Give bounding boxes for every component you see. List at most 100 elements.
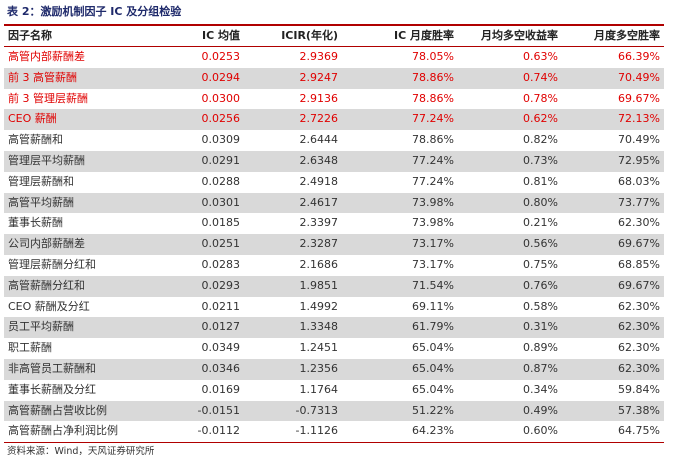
cell-factor-name: 前 3 高管薪酬 [8, 70, 77, 84]
cell-ic-mean: 0.0293 [201, 278, 241, 292]
cell-ic-mean: -0.0151 [197, 403, 240, 417]
table-row: 高管薪酬分红和 0.0293 1.9851 71.54% 0.76% 69.67% [4, 275, 664, 297]
cell-factor-name: 高管薪酬分红和 [8, 278, 85, 292]
cell-long-short-return: 0.49% [523, 403, 558, 417]
cell-long-short-win-rate: 62.30% [618, 320, 660, 334]
header-long-short-return: 月均多空收益率 [481, 29, 558, 42]
cell-ic-mean: 0.0309 [201, 133, 241, 147]
cell-long-short-win-rate: 62.30% [618, 216, 660, 230]
cell-factor-name: 非高管员工薪酬和 [8, 361, 96, 375]
cell-factor-name: 管理层薪酬和 [8, 174, 74, 188]
cell-icir: -1.1126 [295, 424, 338, 438]
cell-icir: 2.9136 [299, 91, 339, 105]
cell-long-short-return: 0.63% [523, 50, 558, 63]
cell-long-short-return: 0.34% [523, 382, 558, 396]
cell-icir: 2.1686 [299, 257, 339, 271]
cell-factor-name: 员工平均薪酬 [8, 320, 74, 334]
cell-long-short-return: 0.56% [523, 237, 558, 251]
cell-factor-name: 高管薪酬和 [8, 133, 63, 147]
cell-ic-mean: 0.0256 [201, 112, 241, 126]
cell-long-short-win-rate: 62.30% [618, 341, 660, 355]
cell-factor-name: 前 3 管理层薪酬 [8, 91, 88, 105]
cell-factor-name: 董事长薪酬 [8, 216, 63, 230]
table-row: 公司内部薪酬差 0.0251 2.3287 73.17% 0.56% 69.67% [4, 234, 664, 255]
table-row: 非高管员工薪酬和 0.0346 1.2356 65.04% 0.87% 62.30% [4, 358, 664, 380]
cell-ic-win-rate: 77.24% [412, 174, 454, 188]
table-row: 前 3 管理层薪酬 0.0300 2.9136 78.86% 0.78% 69.67% [4, 89, 664, 110]
cell-ic-mean: 0.0288 [201, 174, 241, 188]
cell-long-short-return: 0.73% [523, 153, 558, 167]
cell-long-short-win-rate: 73.77% [618, 195, 660, 209]
cell-factor-name: 公司内部薪酬差 [8, 237, 85, 251]
cell-factor-name: CEO 薪酬 [8, 112, 57, 126]
cell-ic-win-rate: 65.04% [412, 382, 454, 396]
cell-long-short-win-rate: 66.39% [618, 50, 660, 63]
cell-factor-name: 职工薪酬 [8, 341, 52, 355]
cell-factor-name: 管理层薪酬分红和 [8, 257, 96, 271]
cell-ic-win-rate: 78.05% [412, 50, 454, 63]
cell-long-short-return: 0.60% [523, 424, 558, 438]
cell-long-short-return: 0.78% [523, 91, 558, 105]
cell-ic-mean: -0.0112 [197, 424, 240, 438]
cell-icir: 1.4992 [299, 299, 339, 313]
cell-long-short-return: 0.80% [523, 195, 558, 209]
cell-long-short-win-rate: 68.85% [618, 257, 660, 271]
cell-icir: 2.4918 [299, 174, 339, 188]
cell-long-short-return: 0.87% [523, 361, 558, 375]
table-row: 董事长薪酬 0.0185 2.3397 73.98% 0.21% 62.30% [4, 213, 664, 234]
cell-ic-mean: 0.0300 [201, 91, 241, 105]
cell-ic-mean: 0.0127 [201, 320, 241, 334]
cell-icir: 1.1764 [299, 382, 339, 396]
cell-ic-mean: 0.0185 [201, 216, 241, 230]
table-row: 前 3 高管薪酬 0.0294 2.9247 78.86% 0.74% 70.49% [4, 67, 664, 89]
cell-ic-mean: 0.0169 [201, 382, 241, 396]
cell-factor-name: 管理层平均薪酬 [8, 153, 85, 167]
cell-long-short-return: 0.82% [523, 133, 558, 147]
header-long-short-win-rate: 月度多空胜率 [594, 29, 660, 42]
table-caption: 表 2：激励机制因子 IC 及分组检验 [7, 5, 182, 18]
table-row: 高管薪酬占净利润比例 -0.0112 -1.1126 64.23% 0.60% 64.75… [4, 421, 664, 442]
cell-factor-name: 高管内部薪酬差 [8, 50, 85, 63]
cell-long-short-return: 0.74% [523, 70, 558, 84]
cell-ic-mean: 0.0251 [201, 237, 241, 251]
header-ic-mean: IC 均值 [202, 29, 240, 42]
cell-icir: 2.9247 [299, 70, 339, 84]
table-row: 职工薪酬 0.0349 1.2451 65.04% 0.89% 62.30% [4, 338, 664, 359]
table-row: 高管内部薪酬差 0.0253 2.9369 78.05% 0.63% 66.39% [4, 47, 664, 68]
cell-icir: 2.9369 [299, 50, 339, 63]
cell-long-short-win-rate: 62.30% [618, 361, 660, 375]
table-row: CEO 薪酬及分红 0.0211 1.4992 69.11% 0.58% 62.30% [4, 297, 664, 318]
cell-ic-win-rate: 73.98% [412, 195, 454, 209]
cell-long-short-win-rate: 72.13% [618, 112, 660, 126]
cell-ic-mean: 0.0211 [201, 299, 241, 313]
cell-long-short-return: 0.89% [523, 341, 558, 355]
cell-icir: 1.2451 [299, 341, 339, 355]
cell-long-short-win-rate: 64.75% [618, 424, 660, 438]
cell-icir: 2.3287 [299, 237, 339, 251]
cell-ic-win-rate: 73.98% [412, 216, 454, 230]
cell-ic-mean: 0.0291 [201, 153, 241, 167]
cell-long-short-win-rate: 70.49% [618, 133, 660, 147]
cell-factor-name: 高管薪酬占营收比例 [8, 403, 107, 417]
cell-long-short-return: 0.75% [523, 257, 558, 271]
table-row: 董事长薪酬及分红 0.0169 1.1764 65.04% 0.34% 59.84% [4, 380, 664, 401]
cell-long-short-win-rate: 70.49% [618, 70, 660, 84]
cell-long-short-return: 0.76% [523, 278, 558, 292]
header-factor-name: 因子名称 [8, 29, 52, 42]
cell-ic-mean: 0.0283 [201, 257, 241, 271]
cell-ic-win-rate: 65.04% [412, 341, 454, 355]
cell-ic-win-rate: 78.86% [412, 91, 454, 105]
cell-ic-win-rate: 73.17% [412, 237, 454, 251]
cell-ic-mean: 0.0253 [201, 50, 241, 63]
cell-factor-name: CEO 薪酬及分红 [8, 299, 90, 313]
cell-ic-win-rate: 77.24% [412, 153, 454, 167]
cell-long-short-win-rate: 69.67% [618, 91, 660, 105]
cell-ic-win-rate: 71.54% [412, 278, 454, 292]
cell-icir: 1.3348 [299, 320, 339, 334]
cell-ic-win-rate: 78.86% [412, 133, 454, 147]
cell-ic-mean: 0.0349 [201, 341, 241, 355]
cell-ic-win-rate: 65.04% [412, 361, 454, 375]
cell-ic-win-rate: 77.24% [412, 112, 454, 126]
factor-table: 因子名称 IC 均值 ICIR(年化) IC 月度胜率 月均多空收益率 月度多空… [4, 24, 664, 444]
cell-long-short-return: 0.21% [523, 216, 558, 230]
